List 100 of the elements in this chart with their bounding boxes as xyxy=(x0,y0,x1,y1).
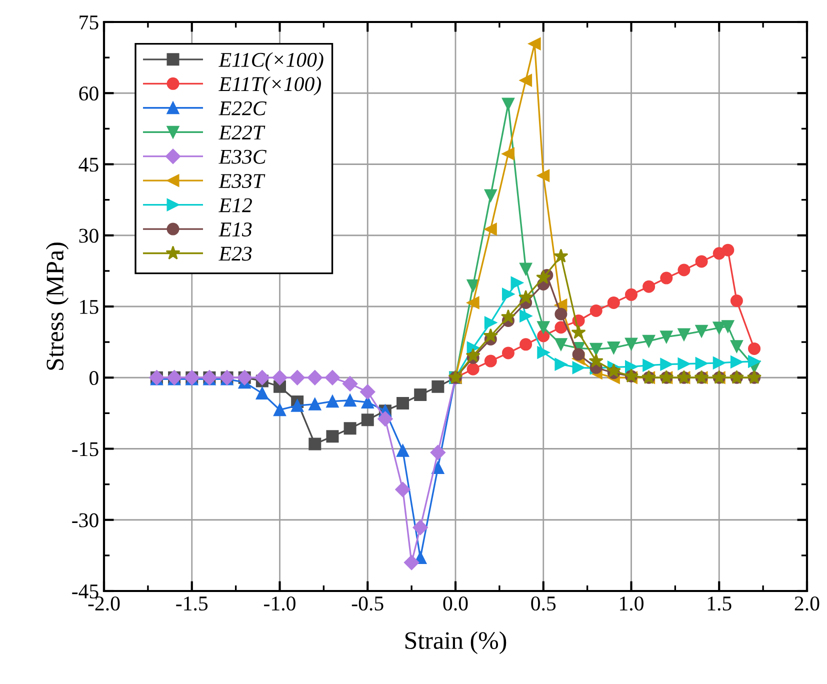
x-tick-label: 1.0 xyxy=(620,596,644,611)
legend-label: E11C(×100) xyxy=(218,52,324,72)
point xyxy=(554,308,568,320)
point xyxy=(748,342,761,355)
x-tick-label: 2.0 xyxy=(794,596,820,611)
point xyxy=(432,380,444,393)
point xyxy=(571,324,586,339)
point xyxy=(678,328,690,341)
point xyxy=(642,280,656,293)
legend-label: E11T(×100) xyxy=(218,76,321,96)
point xyxy=(536,270,551,284)
point xyxy=(466,348,480,362)
point xyxy=(730,340,743,353)
point xyxy=(308,398,322,410)
legend-label: E22C xyxy=(218,101,266,116)
point xyxy=(572,348,585,361)
x-tick-label: -2.0 xyxy=(88,596,120,611)
legend-label: E23 xyxy=(218,246,252,261)
point xyxy=(520,262,532,276)
point xyxy=(256,387,268,400)
point xyxy=(502,346,514,360)
y-axis-title: Stress (MPa) xyxy=(46,242,69,370)
point xyxy=(722,320,734,333)
y-tick-label: 45 xyxy=(78,158,98,172)
point xyxy=(537,169,550,182)
point xyxy=(395,482,410,498)
point xyxy=(412,520,428,536)
point xyxy=(308,438,322,450)
x-tick-label: -1.5 xyxy=(176,596,208,611)
point xyxy=(695,324,708,338)
point xyxy=(378,411,393,426)
y-tick-label: 60 xyxy=(79,86,98,101)
point xyxy=(466,296,480,309)
point xyxy=(290,370,305,386)
legend-label: E33C xyxy=(218,150,266,164)
point xyxy=(554,248,568,263)
y-tick-label: -15 xyxy=(72,442,98,456)
point xyxy=(695,357,708,370)
point xyxy=(484,354,497,368)
point xyxy=(730,356,743,368)
x-tick-label: -1.0 xyxy=(264,596,296,611)
y-tick-label: 75 xyxy=(80,16,98,30)
point xyxy=(712,322,726,334)
point xyxy=(678,264,690,276)
point xyxy=(484,222,497,236)
point xyxy=(274,404,286,416)
y-tick-label: 30 xyxy=(79,228,98,243)
point xyxy=(510,276,524,290)
y-tick-label: -30 xyxy=(72,513,98,528)
y-tick-label: 0 xyxy=(90,371,98,386)
point xyxy=(537,346,550,359)
legend-label: E12 xyxy=(218,198,252,212)
point xyxy=(590,342,602,356)
x-axis-title: Strain (%) xyxy=(405,631,506,654)
point xyxy=(396,396,410,410)
legend-label: E22T xyxy=(218,126,266,140)
x-tick-label: 0.0 xyxy=(443,596,468,611)
point xyxy=(483,328,498,342)
point xyxy=(466,279,480,292)
point xyxy=(414,388,427,401)
point xyxy=(342,376,358,392)
point xyxy=(502,288,514,300)
point xyxy=(430,444,446,460)
point xyxy=(748,355,761,368)
point xyxy=(554,358,568,371)
legend-label: E33T xyxy=(218,174,266,188)
point xyxy=(344,422,356,435)
point xyxy=(625,288,638,301)
y-tick-label: -45 xyxy=(72,584,98,598)
point xyxy=(500,309,516,324)
point xyxy=(518,290,534,304)
point xyxy=(520,310,532,322)
point xyxy=(625,360,638,373)
legend-label: E13 xyxy=(218,222,252,237)
point xyxy=(660,330,673,344)
point xyxy=(554,338,568,351)
point xyxy=(722,244,734,256)
point xyxy=(625,338,638,350)
point xyxy=(404,554,420,570)
point xyxy=(607,296,620,309)
point xyxy=(528,38,541,50)
point xyxy=(520,338,532,351)
point xyxy=(307,370,322,386)
point xyxy=(520,74,532,87)
point xyxy=(730,294,743,308)
point xyxy=(484,189,497,202)
point xyxy=(695,255,708,268)
point xyxy=(484,316,497,329)
point xyxy=(606,363,621,378)
point xyxy=(642,334,656,348)
point xyxy=(324,370,340,386)
point xyxy=(712,356,726,370)
point xyxy=(660,358,673,371)
point xyxy=(326,430,339,443)
x-tick-label: 1.5 xyxy=(708,596,732,611)
point xyxy=(396,444,410,457)
point xyxy=(572,361,585,374)
point xyxy=(254,370,270,386)
point xyxy=(344,394,356,407)
point xyxy=(642,359,656,372)
